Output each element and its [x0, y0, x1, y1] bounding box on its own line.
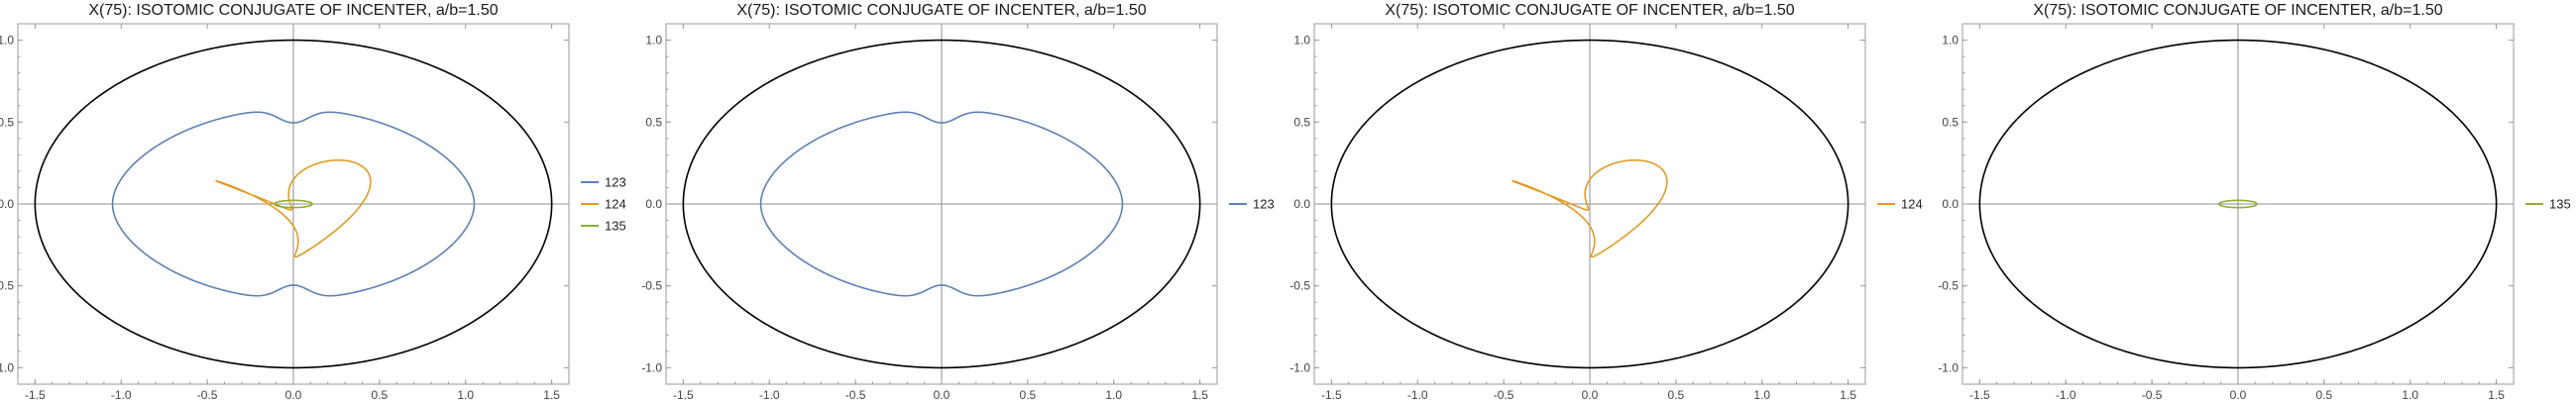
series-curve-135 — [274, 199, 313, 209]
y-tick-label: 1.0 — [645, 34, 662, 48]
y-tick-label: 0.0 — [1942, 197, 1959, 211]
x-tick-label: -0.5 — [2142, 388, 2163, 402]
y-tick-label: -1.0 — [0, 360, 14, 374]
series-curve-124 — [1512, 158, 1668, 258]
legend-label-123: 123 — [605, 175, 626, 190]
y-tick-label: 0.0 — [0, 197, 14, 211]
x-tick-label: 0.5 — [1668, 388, 1685, 402]
outer-ellipse — [1978, 39, 2498, 369]
y-tick-label: -0.5 — [1938, 279, 1959, 293]
chart-panel-2: X(75): ISOTOMIC CONJUGATE OF INCENTER, a… — [641, 2, 1274, 402]
x-tick-label: -1.5 — [1321, 388, 1342, 402]
outer-ellipse — [1330, 39, 1849, 369]
y-tick-label: 1.0 — [1293, 34, 1310, 48]
series-curve-135 — [2218, 199, 2258, 209]
x-tick-label: 0.5 — [372, 388, 389, 402]
y-tick-label: -0.5 — [641, 279, 662, 293]
x-tick-label: 0.0 — [1582, 388, 1599, 402]
chart-title: X(75): ISOTOMIC CONJUGATE OF INCENTER, a… — [2033, 2, 2442, 19]
x-tick-label: -0.5 — [1494, 388, 1514, 402]
outer-ellipse — [682, 39, 1201, 369]
series-curve-123 — [111, 111, 476, 297]
series-curve-124 — [215, 158, 372, 258]
x-tick-label: 1.0 — [2402, 388, 2418, 402]
legend-label-135: 135 — [2549, 197, 2571, 212]
chart-panel-3: X(75): ISOTOMIC CONJUGATE OF INCENTER, a… — [1289, 2, 1922, 402]
y-tick-label: 0.0 — [645, 197, 662, 211]
x-tick-label: 0.0 — [2230, 388, 2247, 402]
x-tick-label: -1.5 — [673, 388, 694, 402]
x-tick-label: -1.0 — [2056, 388, 2076, 402]
x-tick-label: -1.0 — [1407, 388, 1428, 402]
chart-panel-1: X(75): ISOTOMIC CONJUGATE OF INCENTER, a… — [0, 2, 626, 402]
chart-panel-4: X(75): ISOTOMIC CONJUGATE OF INCENTER, a… — [1938, 2, 2570, 402]
x-tick-label: 1.5 — [2488, 388, 2505, 402]
series-curve-123 — [759, 111, 1124, 297]
x-tick-label: 1.0 — [1105, 388, 1122, 402]
y-tick-label: -1.0 — [1938, 360, 1959, 374]
legend-label-135: 135 — [605, 219, 626, 234]
x-tick-label: 1.0 — [1753, 388, 1770, 402]
x-tick-label: -0.5 — [845, 388, 866, 402]
x-tick-label: -1.5 — [25, 388, 46, 402]
y-tick-label: 0.5 — [645, 115, 662, 129]
y-tick-label: 0.5 — [1293, 115, 1310, 129]
legend-label-123: 123 — [1253, 197, 1275, 212]
x-tick-label: -1.0 — [759, 388, 780, 402]
y-tick-label: -0.5 — [0, 279, 14, 293]
y-tick-label: 1.0 — [1942, 34, 1959, 48]
chart-title: X(75): ISOTOMIC CONJUGATE OF INCENTER, a… — [1385, 2, 1794, 19]
legend-label-124: 124 — [1901, 197, 1923, 212]
chart-title: X(75): ISOTOMIC CONJUGATE OF INCENTER, a… — [736, 2, 1146, 19]
x-tick-label: -1.5 — [1969, 388, 1990, 402]
x-tick-label: -1.0 — [111, 388, 132, 402]
x-tick-label: 0.0 — [934, 388, 951, 402]
y-tick-label: 0.5 — [1942, 115, 1959, 129]
outer-ellipse — [34, 39, 553, 369]
y-tick-label: -1.0 — [641, 360, 662, 374]
x-tick-label: 1.0 — [457, 388, 474, 402]
y-tick-label: 0.0 — [1293, 197, 1310, 211]
x-tick-label: 0.5 — [2316, 388, 2333, 402]
legend-label-124: 124 — [605, 197, 626, 212]
chart-title: X(75): ISOTOMIC CONJUGATE OF INCENTER, a… — [88, 2, 498, 19]
x-tick-label: 0.5 — [1020, 388, 1037, 402]
x-tick-label: 1.5 — [543, 388, 560, 402]
y-tick-label: 0.5 — [0, 115, 14, 129]
y-tick-label: -0.5 — [1289, 279, 1310, 293]
x-tick-label: 0.0 — [285, 388, 302, 402]
y-tick-label: -1.0 — [1289, 360, 1310, 374]
x-tick-label: 1.5 — [1191, 388, 1208, 402]
x-tick-label: -0.5 — [197, 388, 218, 402]
y-tick-label: 1.0 — [0, 34, 14, 48]
x-tick-label: 1.5 — [1840, 388, 1856, 402]
